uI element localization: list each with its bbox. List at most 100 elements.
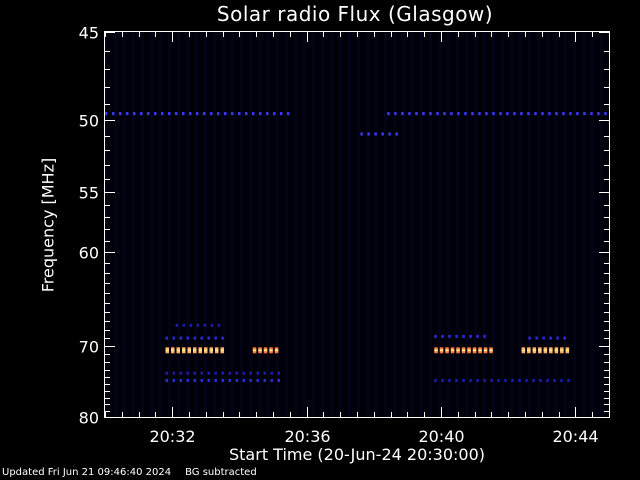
background-column	[186, 32, 189, 417]
spectrogram-cell	[140, 112, 143, 116]
y-tick-label: 60	[79, 244, 99, 263]
spectrogram-cell	[455, 334, 458, 338]
spectrogram-cell	[569, 112, 572, 116]
spectrogram-cell	[513, 112, 516, 116]
background-column	[474, 32, 477, 417]
background-column	[402, 32, 405, 417]
spectrogram-cell	[539, 379, 542, 382]
spectrogram-cell	[217, 323, 221, 327]
spectrogram-cell-core	[532, 349, 537, 352]
spectrogram-cell	[462, 334, 465, 338]
background-column	[132, 32, 135, 417]
spectrogram-cell	[256, 371, 259, 375]
spectrogram-cell-core	[456, 349, 460, 352]
spectrogram-cell	[179, 379, 182, 382]
spectrogram-cell	[394, 112, 397, 116]
spectrogram-cell	[214, 379, 217, 382]
background-column	[420, 32, 423, 417]
spectrogram-cell-core	[182, 349, 186, 352]
background-column	[105, 32, 108, 417]
spectrogram-cell	[252, 112, 255, 116]
spectrogram-cell	[172, 371, 175, 375]
spectrogram-cell	[182, 112, 185, 116]
x-tick-label: 20:40	[418, 427, 464, 446]
background-column	[456, 32, 459, 417]
spectrogram-cell	[422, 112, 425, 116]
spectrogram-cell	[395, 132, 398, 136]
spectrogram-cell	[119, 112, 122, 116]
spectrogram-cell-core	[478, 349, 482, 352]
spectrogram-cell	[256, 379, 259, 382]
spectrogram-cell	[429, 112, 432, 116]
spectrogram-cell	[242, 371, 245, 375]
spectrogram-cell	[186, 379, 189, 382]
spectrogram-cell	[485, 112, 488, 116]
background-column	[339, 32, 342, 417]
spectrogram-cell	[388, 132, 391, 136]
spectrogram-cell	[535, 336, 538, 340]
background-column	[591, 32, 594, 417]
spectrogram-cell	[434, 379, 437, 382]
spectrogram-cell	[549, 336, 552, 340]
background-column	[528, 32, 531, 417]
spectrogram-cell	[165, 379, 168, 382]
spectrogram-cell	[511, 379, 514, 382]
spectrogram-cell	[214, 336, 217, 340]
background-column	[213, 32, 216, 417]
spectrogram-cell-core	[171, 349, 175, 352]
spectrogram-cell	[189, 323, 193, 327]
spectrogram-cell	[401, 112, 404, 116]
spectrogram-cell	[555, 112, 558, 116]
spectrogram-cell	[270, 379, 273, 382]
spectrogram-cell	[259, 112, 262, 116]
spectrogram-cell	[200, 379, 203, 382]
spectrogram-cell-core	[445, 349, 449, 352]
spectrogram-cell	[165, 371, 168, 375]
background-column	[249, 32, 252, 417]
spectrogram-cell	[506, 112, 509, 116]
y-tick-label: 80	[79, 409, 99, 428]
background-column	[492, 32, 495, 417]
spectrogram-cell	[207, 371, 210, 375]
spectrogram-cell	[217, 112, 220, 116]
spectrogram-cell	[270, 371, 273, 375]
spectrogram-cell-core	[258, 349, 262, 352]
spectrogram-cell	[464, 112, 467, 116]
spectrogram-cell-core	[467, 349, 471, 352]
spectrogram-cell	[527, 112, 530, 116]
spectrogram-cell	[235, 371, 238, 375]
spectrogram-cell-core	[187, 349, 191, 352]
spectrogram-cell	[196, 323, 200, 327]
spectrogram-cell	[576, 112, 579, 116]
y-tick-label: 55	[79, 184, 99, 203]
spectrogram-cell	[441, 334, 444, 338]
spectrogram-cell	[483, 334, 486, 338]
background-column	[276, 32, 279, 417]
background-column	[375, 32, 378, 417]
spectrogram-cell	[249, 371, 252, 375]
spectrogram-cell-core	[269, 349, 273, 352]
spectrogram-cell	[532, 379, 535, 382]
background-column	[222, 32, 225, 417]
background-column	[267, 32, 270, 417]
background-note: BG subtracted	[185, 467, 257, 478]
background-column	[411, 32, 414, 417]
spectrogram-cell	[203, 112, 206, 116]
spectrogram-cell-core	[461, 349, 466, 352]
spectrogram-cell	[193, 371, 196, 375]
background-column	[483, 32, 486, 417]
background-column	[330, 32, 333, 417]
spectrogram-cell-core	[543, 349, 548, 352]
spectrogram-cell	[154, 112, 157, 116]
spectrogram-cell	[182, 323, 186, 327]
x-axis-label: Start Time (20-Jun-24 20:30:00)	[229, 445, 485, 464]
spectrogram-cell	[443, 112, 446, 116]
background-column	[168, 32, 171, 417]
spectrogram-cell	[478, 112, 481, 116]
spectrogram-cell	[161, 112, 164, 116]
spectrogram-cell	[228, 379, 231, 382]
spectrogram-cell	[381, 132, 384, 136]
spectrogram-cell	[450, 112, 453, 116]
spectrogram-cell	[266, 112, 269, 116]
background-column	[393, 32, 396, 417]
